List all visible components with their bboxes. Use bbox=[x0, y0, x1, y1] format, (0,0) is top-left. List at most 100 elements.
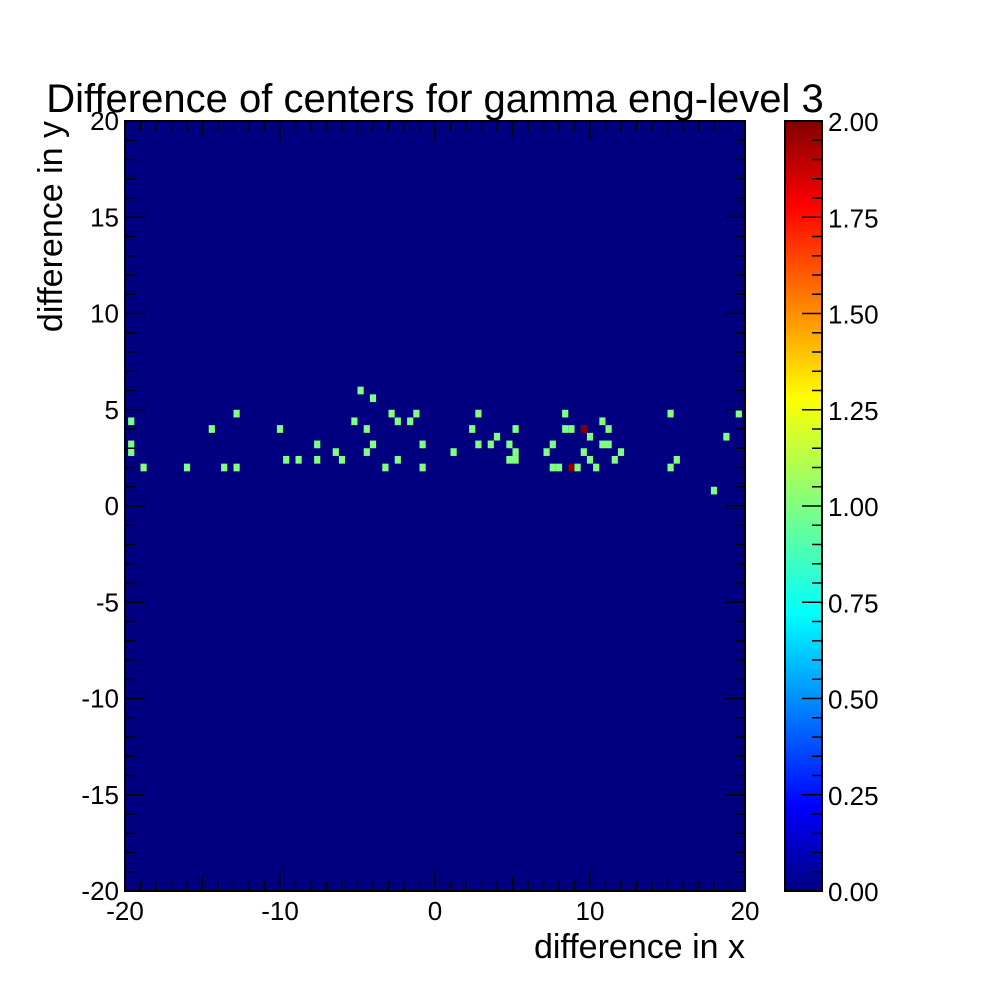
heatmap-cell bbox=[475, 440, 482, 449]
heatmap-cell bbox=[382, 463, 389, 472]
heatmap-cell bbox=[574, 463, 581, 472]
heatmap-cell bbox=[314, 440, 321, 449]
heatmap-cell bbox=[586, 455, 594, 464]
heatmap-cell bbox=[605, 440, 612, 449]
heatmap-cell bbox=[506, 455, 513, 464]
heatmap-cell bbox=[338, 455, 346, 464]
y-tick-label: 20 bbox=[90, 106, 119, 136]
heatmap-cell bbox=[493, 432, 501, 441]
y-tick-label: -5 bbox=[96, 587, 119, 617]
heatmap-cell bbox=[363, 425, 370, 433]
heatmap-cell bbox=[710, 486, 718, 495]
heatmap-cells bbox=[128, 386, 742, 495]
heatmap-cell bbox=[512, 425, 519, 433]
heatmap-cell bbox=[568, 425, 575, 433]
colorbar-tick-label: 0.00 bbox=[828, 877, 879, 907]
heatmap-cell bbox=[128, 448, 135, 456]
heatmap-cell bbox=[667, 463, 674, 472]
y-tick-label: 10 bbox=[90, 299, 119, 329]
heatmap-cell bbox=[543, 448, 550, 456]
heatmap-cell bbox=[419, 463, 426, 472]
axis-ticks bbox=[124, 120, 746, 892]
x-tick-label: 20 bbox=[731, 896, 760, 926]
heatmap-cell bbox=[555, 463, 563, 472]
colorbar-tick-label: 1.00 bbox=[828, 492, 879, 522]
x-tick-label: -20 bbox=[106, 896, 144, 926]
heatmap-cell bbox=[673, 455, 680, 464]
chart-title: Difference of centers for gamma eng-leve… bbox=[46, 77, 823, 121]
y-tick-label: 0 bbox=[105, 491, 119, 521]
heatmap-cell bbox=[388, 409, 395, 418]
heatmap-cell bbox=[128, 417, 135, 426]
heatmap-cell bbox=[735, 409, 742, 418]
heatmap-cell bbox=[512, 448, 519, 456]
x-tick-label: 0 bbox=[428, 896, 442, 926]
heatmap-cell bbox=[562, 425, 569, 433]
colorbar-tick-label: 0.50 bbox=[828, 685, 879, 715]
x-axis-label: difference in x bbox=[534, 928, 745, 966]
heatmap-cell bbox=[617, 448, 625, 456]
colorbar-tick-label: 0.25 bbox=[828, 781, 879, 811]
heatmap-cell bbox=[208, 425, 215, 433]
x-tick-labels: -20 -10 0 10 20 bbox=[106, 896, 759, 926]
heatmap-cell bbox=[450, 448, 457, 456]
heatmap-cell bbox=[221, 463, 228, 472]
heatmap-cell bbox=[599, 417, 606, 426]
colorbar-tick-label: 1.50 bbox=[828, 300, 879, 330]
heatmap-cell bbox=[723, 432, 730, 441]
plot-background bbox=[125, 121, 745, 891]
heatmap-cell bbox=[469, 425, 476, 433]
heatmap-cell bbox=[351, 417, 358, 426]
heatmap-cell bbox=[394, 455, 401, 464]
heatmap-cell bbox=[580, 448, 587, 456]
heatmap-cell bbox=[593, 463, 600, 472]
heatmap-cell bbox=[369, 394, 377, 403]
heatmap-cell bbox=[357, 386, 364, 395]
heatmap-cell bbox=[140, 463, 147, 472]
heatmap-cell bbox=[332, 448, 339, 456]
heatmap-cell bbox=[487, 440, 494, 449]
y-tick-label: 5 bbox=[105, 395, 119, 425]
colorbar-tick-label: 1.75 bbox=[828, 203, 879, 233]
y-axis-label: difference in y bbox=[32, 121, 70, 332]
heatmap-cell bbox=[128, 440, 135, 449]
heatmap-cell bbox=[183, 463, 191, 472]
colorbar-tick-label: 2.00 bbox=[828, 107, 879, 137]
heatmap-cell bbox=[512, 455, 519, 464]
heatmap-cell bbox=[413, 409, 420, 418]
colorbar-ticks bbox=[802, 120, 822, 892]
heatmap-cell bbox=[599, 440, 606, 449]
heatmap-cell bbox=[295, 455, 302, 464]
heatmap-cell bbox=[580, 425, 587, 433]
y-tick-labels: -20 -15 -10 -5 0 5 10 15 20 bbox=[81, 106, 119, 906]
y-tick-label: -10 bbox=[81, 684, 119, 714]
y-tick-label: 15 bbox=[90, 202, 119, 232]
heatmap-cell bbox=[233, 463, 240, 472]
y-tick-label: -20 bbox=[81, 876, 119, 906]
heatmap-cell bbox=[568, 463, 575, 472]
heatmap-cell bbox=[586, 432, 594, 441]
heatmap-cell bbox=[363, 448, 370, 456]
heatmap-cell bbox=[369, 440, 377, 449]
colorbar-tick-labels: 0.00 0.25 0.50 0.75 1.00 1.25 1.50 1.75 2.00 bbox=[828, 107, 879, 907]
heatmap-cell bbox=[475, 409, 482, 418]
colorbar-tick-label: 0.75 bbox=[828, 588, 879, 618]
heatmap-cell bbox=[611, 455, 618, 464]
heatmap-cell bbox=[233, 409, 240, 418]
heatmap-cell bbox=[549, 463, 556, 472]
heatmap-cell bbox=[419, 440, 426, 449]
heatmap-cell bbox=[562, 409, 569, 418]
colorbar-tick-label: 1.25 bbox=[828, 396, 879, 426]
heatmap-cell bbox=[549, 440, 556, 449]
x-tick-label: 10 bbox=[576, 896, 605, 926]
x-tick-label: -10 bbox=[261, 896, 299, 926]
heatmap-cell bbox=[283, 455, 290, 464]
heatmap-cell bbox=[506, 440, 513, 449]
y-tick-label: -15 bbox=[81, 780, 119, 810]
heatmap-cell bbox=[314, 455, 321, 464]
heatmap-cell bbox=[276, 425, 284, 433]
heatmap-cell bbox=[394, 417, 401, 426]
heatmap-cell bbox=[407, 417, 414, 426]
heatmap-cell bbox=[605, 425, 612, 433]
